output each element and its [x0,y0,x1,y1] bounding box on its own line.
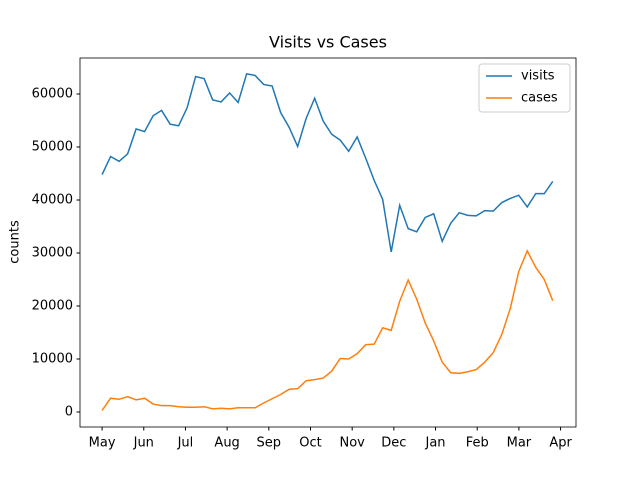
y-tick-label: 40000 [32,192,73,207]
line-series [101,249,554,411]
y-axis-label: counts [8,220,23,264]
x-tick-label: Dec [381,436,406,451]
y-tick-label: 10000 [32,351,73,366]
x-tick-label: May [89,436,116,451]
x-tick-label: Jan [425,436,446,451]
x-tick-label: Apr [549,436,572,451]
x-tick-label: Jul [177,436,194,451]
x-tick-label: Aug [214,436,239,451]
y-tick-label: 30000 [32,245,73,260]
plot-frame [79,57,577,428]
y-tick-label: 50000 [32,139,73,154]
line-series [101,72,554,253]
y-tick-label: 0 [65,405,73,420]
x-tick-label: Feb [466,436,489,451]
legend-label: cases [521,91,558,106]
x-tick-label: Sep [257,436,282,451]
x-tick-label: Mar [507,436,532,451]
x-tick-label: Nov [339,436,365,451]
legend-label: visits [521,69,555,84]
chart-title: Visits vs Cases [269,33,387,52]
y-tick-label: 20000 [32,298,73,313]
x-tick-label: Jun [133,436,154,451]
y-tick-label: 60000 [32,86,73,101]
x-tick-label: Oct [299,436,321,451]
